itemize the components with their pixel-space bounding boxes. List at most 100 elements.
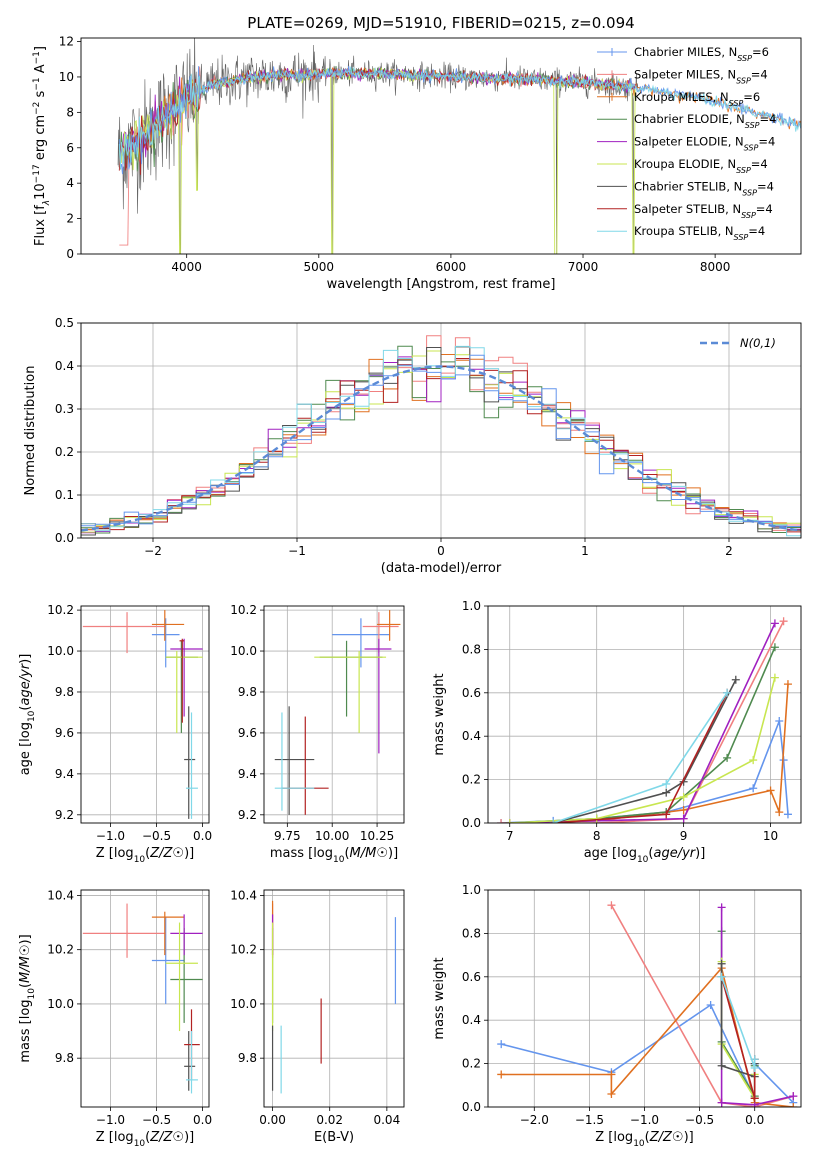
weight-marker (750, 1055, 759, 1064)
label-part: SSP (737, 54, 752, 63)
x-tick-label: −1.0 (96, 829, 125, 843)
label-part: Kroupa ELODIE, N (634, 157, 736, 171)
label-part: =4 (748, 224, 765, 238)
weight-marker (717, 1098, 726, 1107)
y-axis-label: mass weight (432, 957, 447, 1039)
x-tick-label: 0 (437, 544, 445, 558)
label-part: )] (684, 1130, 694, 1145)
y-tick-label: 10.4 (47, 888, 74, 902)
y-tick-label: 0.0 (462, 816, 481, 830)
label-part: Salpeter MILES, N (634, 67, 736, 81)
x-tick-label: −0.5 (142, 1113, 171, 1127)
label-part: Z [log (96, 846, 134, 861)
weight-marker (505, 819, 514, 823)
weight-marker (775, 717, 784, 726)
plot-area (81, 335, 801, 537)
label-part: ( (648, 846, 653, 861)
weight-marker (717, 1061, 726, 1070)
label-part: M/M☉ (350, 846, 388, 861)
label-part: −17 (32, 164, 42, 183)
axes-frame (80, 889, 210, 1108)
label-part: SSP (744, 143, 759, 152)
weight-marker (717, 972, 726, 981)
y-tick-label: 9.2 (238, 808, 257, 822)
legend-label-9: Kroupa STELIB, NSSP=4 (634, 224, 765, 242)
y-tick-label: 10.0 (47, 644, 74, 658)
y-tick-label: 9.8 (238, 685, 257, 699)
y-tick-label: 0.2 (55, 445, 74, 459)
x-axis-label: Z [log10(Z/Z☉)] (595, 1130, 693, 1149)
label-part: erg cm (33, 115, 48, 164)
y-tick-label: 0.2 (462, 773, 481, 787)
weight-line-9 (552, 692, 728, 823)
panel-mass_weight_vs_Z: −2.0 −1.5 −1.0 −0.5 0.0 0.0 0.2 0.4 0.6 0.8 1.0 Z [… (432, 883, 802, 1149)
x-tick-label: 1 (581, 544, 589, 558)
histogram-9 (81, 345, 801, 537)
label-part: Chabrier STELIB, N (634, 179, 742, 193)
label-part: =4 (757, 179, 774, 193)
histogram-1 (81, 354, 801, 527)
label-part: Z/Z☉ (149, 846, 184, 861)
y-tick-label: 9.8 (238, 1051, 257, 1065)
label-part: 10 (33, 183, 48, 200)
label-part: 10 (27, 988, 37, 1000)
label-part: )] (388, 846, 398, 861)
label-part: )] (18, 934, 33, 944)
weight-line-9 (720, 976, 756, 1069)
weight-marker (679, 792, 688, 801)
label-part: SSP (729, 98, 744, 107)
x-tick-label: 0.02 (316, 1113, 343, 1127)
legend-label-8: Salpeter STELIB, NSSP=4 (634, 202, 773, 220)
label-part: λ (42, 200, 52, 206)
y-tick-label: 1.0 (462, 883, 481, 897)
weight-marker (770, 673, 779, 682)
x-tick-label: 6000 (436, 260, 467, 274)
y-tick-label: 0.4 (462, 729, 481, 743)
label-part: 10 (27, 710, 37, 722)
label-part: )] (695, 846, 705, 861)
weight-marker (679, 805, 688, 814)
label-part: =4 (751, 67, 768, 81)
legend-label-5: Salpeter ELODIE, NSSP=4 (634, 135, 775, 153)
y-axis-label: mass weight (432, 673, 447, 755)
x-tick-label: −2 (144, 544, 162, 558)
panel-age_vs_Z: −1.0 −0.5 0.09.29.49.69.810.010.2Z [log10(… (18, 603, 212, 865)
x-tick-label: 0.04 (373, 1113, 400, 1127)
weight-marker (770, 643, 779, 652)
label-part: age/yr (18, 662, 33, 705)
x-tick-label: 8 (593, 829, 601, 843)
label-part: Kroupa STELIB, N (634, 224, 734, 238)
legend-label-6: Kroupa ELODIE, NSSP=4 (634, 157, 768, 175)
panel-mass_vs_ebv: 0.00 0.02 0.04 9.8 10.0 10.2 10.4 E(B-V) (230, 888, 405, 1145)
legend-normal-label: N(0,1) (740, 336, 776, 350)
y-tick-label: 0 (66, 247, 74, 261)
x-axis-label: Z [log10(Z/Z☉)] (96, 1130, 194, 1149)
y-axis-label: Normed distribution (23, 366, 38, 496)
label-part: s (33, 90, 48, 101)
weight-line-7 (552, 679, 737, 823)
x-axis-label: wavelength [Angstrom, rest frame] (327, 277, 556, 292)
y-tick-label: 6 (66, 141, 74, 155)
weight-marker (607, 1070, 616, 1079)
label-part: ( (145, 1130, 150, 1145)
label-part: )] (18, 654, 33, 664)
y-tick-label: 12 (59, 35, 74, 49)
y-tick-label: 0.6 (462, 686, 481, 700)
label-part: 10 (637, 855, 649, 865)
x-tick-label: 2 (725, 544, 733, 558)
weight-marker (497, 1040, 506, 1049)
y-tick-label: 0.4 (55, 359, 74, 373)
weight-marker (717, 959, 726, 968)
label-part: SSP (736, 76, 751, 85)
axes-frame (487, 889, 802, 1108)
x-tick-label: 0.0 (193, 829, 212, 843)
label-part: Flux [f (33, 205, 48, 246)
label-part: SSP (736, 166, 751, 175)
label-part: ( (18, 983, 33, 988)
weight-marker (749, 756, 758, 765)
weight-marker (549, 819, 558, 823)
weight-marker (731, 675, 740, 684)
weight-marker (662, 779, 671, 788)
histogram-7 (81, 346, 801, 536)
x-tick-label: 4000 (171, 260, 202, 274)
